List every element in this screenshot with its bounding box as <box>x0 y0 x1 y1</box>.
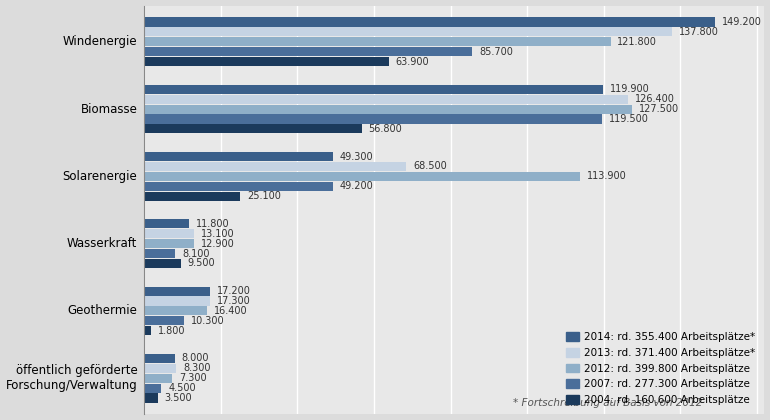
Legend: 2014: rd. 355.400 Arbeitsplätze*, 2013: rd. 371.400 Arbeitsplätze*, 2012: rd. 39: 2014: rd. 355.400 Arbeitsplätze*, 2013: … <box>562 328 759 409</box>
Text: 7.300: 7.300 <box>179 373 206 383</box>
Bar <box>144 383 162 393</box>
Bar <box>144 249 176 258</box>
Text: 113.900: 113.900 <box>588 171 627 181</box>
Bar <box>144 94 628 104</box>
Text: 85.700: 85.700 <box>479 47 513 57</box>
Bar <box>144 18 715 26</box>
Bar <box>144 374 172 383</box>
Text: 9.500: 9.500 <box>188 258 215 268</box>
Text: 3.500: 3.500 <box>165 393 192 403</box>
Text: 16.400: 16.400 <box>214 306 247 316</box>
Bar <box>144 394 158 402</box>
Bar <box>144 114 601 123</box>
Bar <box>144 162 407 171</box>
Text: 68.500: 68.500 <box>413 161 447 171</box>
Bar <box>144 172 581 181</box>
Text: 126.400: 126.400 <box>635 94 675 104</box>
Bar <box>144 124 362 134</box>
Bar <box>144 105 632 114</box>
Text: 1.800: 1.800 <box>158 326 186 336</box>
Text: 8.300: 8.300 <box>183 363 210 373</box>
Bar <box>144 192 240 201</box>
Text: * Fortschreibung auf Basis von 2012: * Fortschreibung auf Basis von 2012 <box>514 398 703 408</box>
Text: 10.300: 10.300 <box>190 316 224 326</box>
Bar <box>144 229 194 238</box>
Bar <box>144 152 333 161</box>
Text: 63.900: 63.900 <box>396 57 430 66</box>
Text: 17.200: 17.200 <box>217 286 251 296</box>
Bar <box>144 297 210 306</box>
Text: 119.900: 119.900 <box>610 84 650 94</box>
Text: 49.200: 49.200 <box>340 181 373 191</box>
Text: 149.200: 149.200 <box>722 17 762 27</box>
Text: 127.500: 127.500 <box>639 104 679 114</box>
Bar <box>144 27 671 37</box>
Text: 121.800: 121.800 <box>618 37 658 47</box>
Text: 8.100: 8.100 <box>182 249 209 259</box>
Bar <box>144 239 193 248</box>
Text: 119.500: 119.500 <box>608 114 648 124</box>
Bar <box>144 354 175 363</box>
Bar <box>144 316 184 326</box>
Text: 12.900: 12.900 <box>200 239 234 249</box>
Text: 17.300: 17.300 <box>217 296 251 306</box>
Bar <box>144 326 151 335</box>
Text: 4.500: 4.500 <box>169 383 196 393</box>
Bar <box>144 182 333 191</box>
Bar <box>144 37 611 46</box>
Text: 49.300: 49.300 <box>340 152 373 162</box>
Bar <box>144 47 472 56</box>
Text: 56.800: 56.800 <box>369 124 403 134</box>
Bar <box>144 286 210 296</box>
Bar <box>144 219 189 228</box>
Bar <box>144 259 181 268</box>
Text: 25.100: 25.100 <box>247 191 281 201</box>
Text: 137.800: 137.800 <box>678 27 718 37</box>
Bar <box>144 57 389 66</box>
Bar <box>144 364 176 373</box>
Text: 8.000: 8.000 <box>182 354 209 363</box>
Bar <box>144 85 603 94</box>
Text: 11.800: 11.800 <box>196 219 230 229</box>
Bar <box>144 306 207 315</box>
Text: 13.100: 13.100 <box>201 229 235 239</box>
